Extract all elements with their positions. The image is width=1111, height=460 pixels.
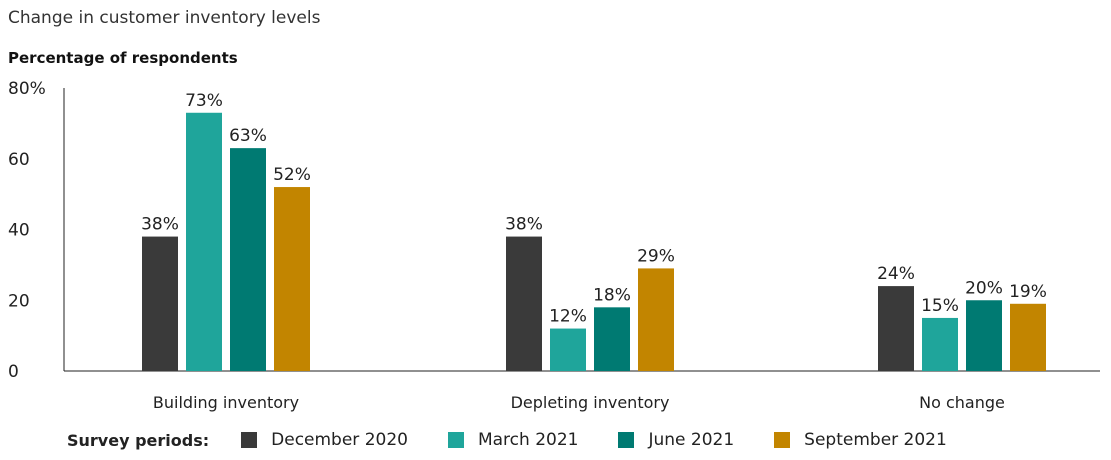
- legend-item: March 2021: [447, 430, 579, 450]
- y-tick-label: 80%: [8, 79, 46, 99]
- bar-chart: 0 20 40 60 80% 38% 73% 63% 52% Building inventory…: [8, 79, 1100, 412]
- legend-swatch: [241, 432, 258, 448]
- bar: [550, 328, 586, 371]
- legend-label: March 2021: [477, 430, 579, 450]
- bar: [966, 300, 1002, 371]
- y-tick-label: 20: [8, 291, 30, 311]
- data-label: 38%: [505, 215, 543, 235]
- bar: [142, 236, 178, 371]
- bar: [878, 286, 914, 371]
- data-label: 24%: [877, 264, 915, 284]
- bar: [230, 148, 266, 371]
- legend-label: June 2021: [648, 430, 735, 450]
- legend-swatch: [618, 432, 635, 448]
- y-tick-label: 40: [8, 221, 30, 241]
- data-label: 73%: [185, 91, 223, 111]
- legend-items: December 2020 March 2021 June 2021 Septembe…: [241, 430, 987, 450]
- data-label: 19%: [1009, 282, 1047, 302]
- legend-title: Survey periods:: [67, 430, 210, 450]
- data-label: 15%: [921, 296, 959, 316]
- legend-swatch: [447, 432, 464, 448]
- legend-item: June 2021: [618, 430, 734, 450]
- bar: [594, 307, 630, 371]
- category-label: Building inventory: [153, 393, 299, 412]
- category-label: No change: [919, 393, 1005, 412]
- legend-swatch: [774, 432, 791, 448]
- data-label: 20%: [965, 278, 1003, 298]
- category-label: Depleting inventory: [511, 393, 670, 412]
- data-label: 12%: [549, 307, 587, 327]
- y-axis-label: Percentage of respondents: [8, 49, 238, 67]
- legend-item: December 2020: [241, 430, 408, 450]
- y-tick-label: 60: [8, 150, 30, 170]
- legend-label: September 2021: [804, 430, 947, 450]
- bar: [638, 268, 674, 371]
- bar: [1010, 303, 1046, 371]
- bar: [506, 236, 542, 371]
- data-label: 63%: [229, 126, 267, 146]
- chart-title: Change in customer inventory levels: [8, 8, 321, 28]
- bar: [274, 187, 310, 371]
- legend-item: September 2021: [774, 430, 947, 450]
- legend: Survey periods: December 2020 March 2021 J…: [67, 428, 987, 452]
- data-label: 18%: [593, 285, 631, 305]
- bar: [922, 317, 958, 371]
- data-label: 52%: [273, 165, 311, 185]
- y-tick-label: 0: [8, 362, 19, 382]
- data-label: 38%: [141, 215, 179, 235]
- bar: [186, 112, 222, 371]
- data-label: 29%: [637, 246, 675, 266]
- legend-label: December 2020: [271, 430, 408, 450]
